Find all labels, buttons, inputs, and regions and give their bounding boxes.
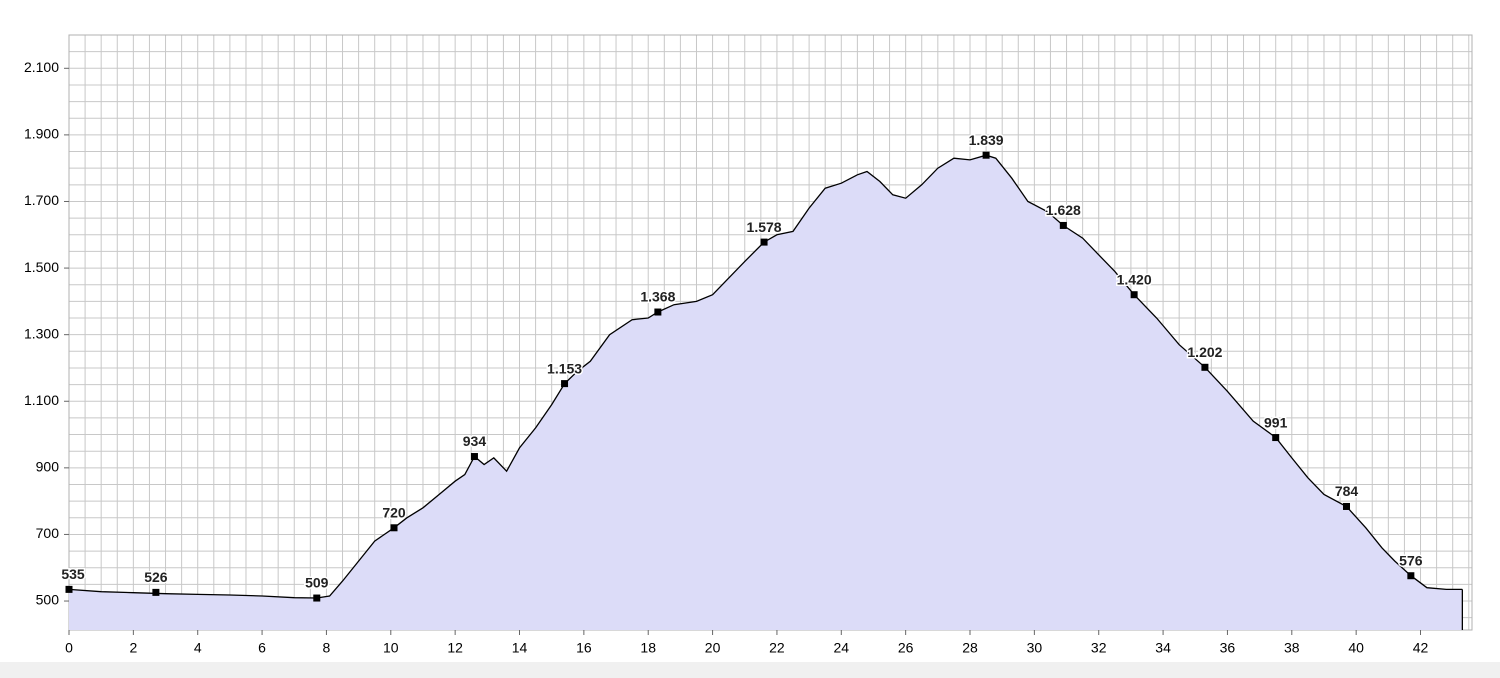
marker <box>65 585 73 593</box>
labels: 500 700 900 1.100 1.300 1.500 1.700 1.900 2.100 0… <box>24 59 1429 656</box>
elevation-label: 526 <box>144 569 168 585</box>
x-tick-label: 36 <box>1220 640 1236 656</box>
y-tick-label: 500 <box>36 592 60 608</box>
x-tick-label: 32 <box>1091 640 1107 656</box>
x-tick-label: 8 <box>323 640 331 656</box>
y-tick-label: 1.700 <box>24 192 59 208</box>
elevation-label: 1.420 <box>1117 271 1152 287</box>
x-tick-label: 2 <box>129 640 137 656</box>
marker <box>1201 363 1209 371</box>
elevation-label: 1.839 <box>969 132 1004 148</box>
marker <box>1272 434 1280 442</box>
marker <box>760 238 768 246</box>
elevation-label: 1.153 <box>547 360 582 376</box>
elevation-label: 934 <box>463 433 487 449</box>
elevation-label: 1.578 <box>747 219 782 235</box>
x-tick-label: 22 <box>769 640 785 656</box>
y-tick-label: 2.100 <box>24 59 59 75</box>
x-tick-label: 30 <box>1027 640 1043 656</box>
marker <box>982 151 990 159</box>
elevation-label: 576 <box>1399 552 1423 568</box>
y-tick-label: 1.300 <box>24 325 59 341</box>
x-tick-label: 16 <box>576 640 592 656</box>
y-tick-label: 1.100 <box>24 392 59 408</box>
x-tick-label: 10 <box>383 640 399 656</box>
marker <box>654 308 662 316</box>
marker <box>152 588 160 596</box>
marker <box>1130 291 1138 299</box>
x-tick-label: 40 <box>1348 640 1364 656</box>
marker <box>470 453 478 461</box>
x-tick-label: 0 <box>65 640 73 656</box>
x-tick-label: 18 <box>640 640 656 656</box>
elevation-label: 784 <box>1335 483 1359 499</box>
y-tick-label: 700 <box>36 525 60 541</box>
elevation-label: 720 <box>382 504 406 520</box>
elevation-area <box>69 155 1463 630</box>
elevation-label: 991 <box>1264 414 1288 430</box>
elevation-label: 535 <box>61 566 85 582</box>
x-tick-label: 42 <box>1413 640 1429 656</box>
x-tick-label: 20 <box>705 640 721 656</box>
x-tick-label: 24 <box>834 640 850 656</box>
marker <box>1407 572 1415 580</box>
x-tick-label: 28 <box>962 640 978 656</box>
elevation-label: 509 <box>305 575 329 591</box>
marker <box>1059 221 1067 229</box>
x-tick-label: 34 <box>1155 640 1171 656</box>
x-tick-label: 38 <box>1284 640 1300 656</box>
x-tick-label: 26 <box>898 640 914 656</box>
marker <box>561 380 569 388</box>
marker <box>390 524 398 532</box>
y-tick-label: 1.500 <box>24 259 59 275</box>
elevation-label: 1.202 <box>1187 344 1222 360</box>
y-tick-label: 900 <box>36 459 60 475</box>
x-tick-label: 14 <box>512 640 528 656</box>
marker <box>1343 502 1351 510</box>
x-tick-label: 12 <box>447 640 463 656</box>
y-tick-label: 1.900 <box>24 126 59 142</box>
elevation-label: 1.628 <box>1046 202 1081 218</box>
x-tick-label: 4 <box>194 640 202 656</box>
elevation-label: 1.368 <box>640 289 675 305</box>
x-tick-label: 6 <box>258 640 266 656</box>
marker <box>313 594 321 602</box>
status-strip <box>0 662 1500 678</box>
